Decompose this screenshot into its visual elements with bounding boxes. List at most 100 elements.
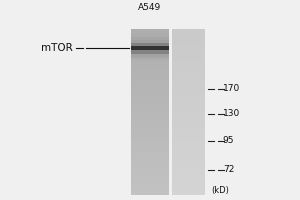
Bar — [131, 153, 169, 156]
Bar — [172, 76, 205, 79]
Bar — [131, 164, 169, 167]
Bar — [172, 134, 205, 137]
Bar — [131, 62, 169, 65]
Bar — [172, 101, 205, 104]
Bar — [172, 167, 205, 170]
Bar — [172, 151, 205, 153]
Bar — [131, 70, 169, 73]
Bar — [172, 117, 205, 120]
Bar — [131, 189, 169, 192]
Bar — [131, 142, 169, 145]
Bar — [131, 192, 169, 195]
Bar — [172, 84, 205, 87]
Bar — [172, 189, 205, 192]
Bar — [131, 68, 169, 70]
Bar — [172, 137, 205, 139]
Bar — [172, 164, 205, 167]
Bar — [172, 62, 205, 65]
Bar — [131, 156, 169, 159]
Bar — [172, 45, 205, 48]
Bar — [131, 73, 169, 76]
Text: 170: 170 — [223, 84, 240, 93]
Bar — [172, 51, 205, 54]
Bar — [172, 92, 205, 95]
Bar — [131, 34, 169, 37]
Bar — [172, 68, 205, 70]
Bar — [172, 148, 205, 151]
Bar — [172, 120, 205, 123]
Bar — [131, 45, 169, 48]
Bar — [131, 59, 169, 62]
Text: 130: 130 — [223, 109, 240, 118]
Text: A549: A549 — [138, 3, 162, 12]
Bar — [131, 117, 169, 120]
Bar — [131, 101, 169, 104]
Bar — [172, 59, 205, 62]
Bar — [172, 40, 205, 43]
Bar — [172, 112, 205, 115]
Bar — [131, 186, 169, 189]
Bar — [172, 81, 205, 84]
Bar — [131, 170, 169, 173]
Text: 95: 95 — [223, 136, 234, 145]
Bar — [131, 173, 169, 175]
Bar — [131, 184, 169, 186]
Bar — [172, 29, 205, 32]
Bar — [131, 46, 169, 50]
Bar — [131, 90, 169, 92]
Bar — [131, 87, 169, 90]
Bar — [172, 126, 205, 128]
Bar — [172, 170, 205, 173]
Bar — [131, 112, 169, 115]
Bar — [172, 181, 205, 184]
Bar — [172, 123, 205, 126]
Bar — [172, 175, 205, 178]
Bar — [172, 115, 205, 117]
Bar — [172, 95, 205, 98]
Bar — [172, 34, 205, 37]
Bar — [131, 104, 169, 106]
Bar — [172, 128, 205, 131]
Bar — [131, 84, 169, 87]
Bar — [131, 120, 169, 123]
Bar — [131, 98, 169, 101]
Bar — [172, 90, 205, 92]
Bar — [172, 43, 205, 45]
Bar — [172, 142, 205, 145]
Bar — [131, 43, 169, 45]
Bar — [131, 106, 169, 109]
Bar — [172, 192, 205, 195]
Bar — [131, 139, 169, 142]
Text: 72: 72 — [223, 165, 234, 174]
Bar — [172, 48, 205, 51]
Bar — [172, 186, 205, 189]
Bar — [172, 65, 205, 68]
Bar — [172, 156, 205, 159]
Bar — [131, 81, 169, 84]
Bar — [131, 128, 169, 131]
Bar — [172, 79, 205, 81]
Bar — [131, 131, 169, 134]
Bar — [131, 148, 169, 151]
Bar — [131, 57, 169, 59]
Bar — [131, 76, 169, 79]
Bar — [131, 151, 169, 153]
Bar — [172, 109, 205, 112]
Bar — [131, 159, 169, 162]
Bar — [172, 104, 205, 106]
Bar — [172, 106, 205, 109]
Text: (kD): (kD) — [211, 186, 229, 195]
Bar — [131, 123, 169, 126]
Bar — [131, 95, 169, 98]
Bar — [131, 134, 169, 137]
Bar — [131, 178, 169, 181]
Bar — [172, 70, 205, 73]
Bar — [131, 40, 169, 43]
Bar — [131, 65, 169, 68]
Text: mTOR: mTOR — [41, 43, 73, 53]
Bar — [172, 37, 205, 40]
Bar — [172, 131, 205, 134]
Bar — [172, 139, 205, 142]
Bar — [172, 145, 205, 148]
Bar — [172, 57, 205, 59]
